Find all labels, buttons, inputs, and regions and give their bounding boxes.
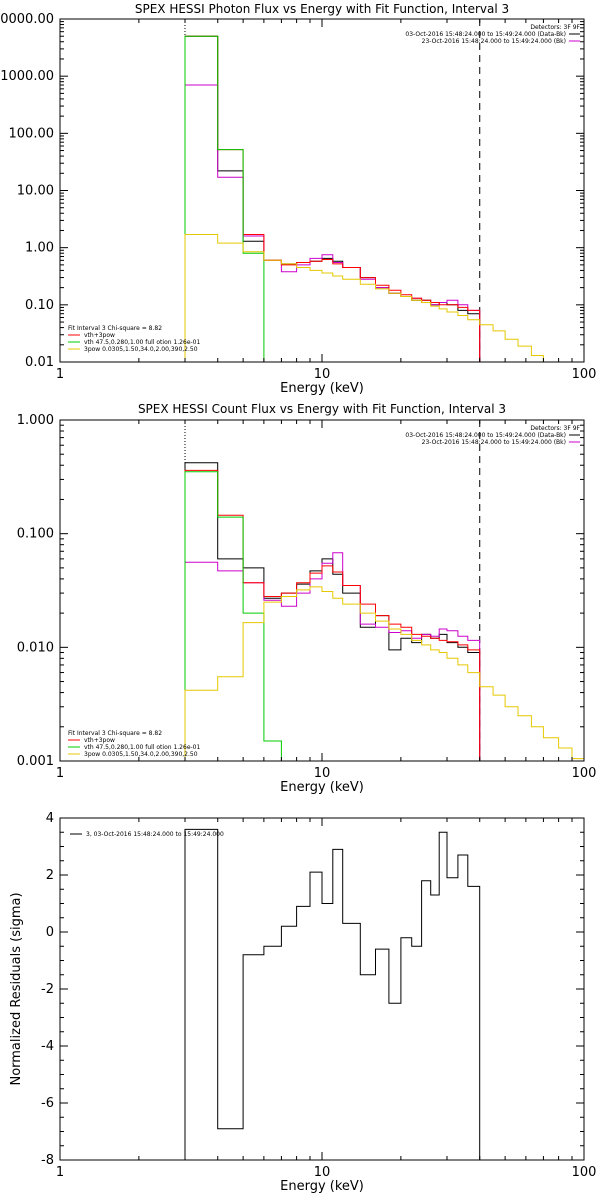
x-tick-label: 10 <box>314 1165 331 1180</box>
legend-bottom-entry: vth+3pow <box>84 737 115 744</box>
legend-bottom-entry: vth+3pow <box>84 332 115 339</box>
series-3-line <box>184 35 298 362</box>
y-tick-label: 1000.00 <box>0 69 54 84</box>
legend-entry: 3, 03-Oct-2016 15:48:24.000 to 15:49:24.… <box>86 831 224 838</box>
x-tick-label: 10 <box>314 367 331 382</box>
x-tick-label: 1 <box>56 766 64 781</box>
legend-bottom-entry: 3pow 0.0305,1.50,34.0,2.00,390,2.50 <box>84 751 198 758</box>
y-tick-label: 0000.00 <box>0 12 54 27</box>
series-1-line <box>184 552 481 761</box>
chart-title: SPEX HESSI Count Flux vs Energy with Fit… <box>138 402 506 416</box>
x-axis-label: Energy (keV) <box>280 381 364 396</box>
y-tick-label: 0.001 <box>17 754 54 769</box>
y-tick-label: -8 <box>41 1153 54 1168</box>
y-tick-label: 2 <box>46 868 54 883</box>
x-tick-label: 1 <box>56 367 64 382</box>
y-tick-label: 10.00 <box>17 184 54 199</box>
series-2-line <box>184 469 481 761</box>
data-layer <box>184 420 584 761</box>
data-layer <box>184 828 481 1160</box>
legend-bottom-entry: 3pow 0.0305,1.50,34.0,2.00,390,2.50 <box>84 346 198 353</box>
y-tick-label: 0.010 <box>17 640 54 655</box>
legend-bottom-entry: vth 47.5,0.280,1.00 full otion 1.26e-01 <box>84 339 200 346</box>
x-tick-label: 100 <box>572 766 597 781</box>
series-1-line <box>184 84 481 362</box>
data-layer <box>184 19 560 362</box>
y-tick-label: 4 <box>46 811 54 826</box>
x-tick-label: 100 <box>572 1165 597 1180</box>
y-tick-label: -2 <box>41 982 54 997</box>
legend-bottom-entry: Fit Interval 3 Chi-square = 8.82 <box>68 730 162 737</box>
x-tick-label: 10 <box>314 766 331 781</box>
count-flux-panel: SPEX HESSI Count Flux vs Energy with Fit… <box>17 402 597 795</box>
legend-top-entry: 03-Oct-2016 15:48:24.000 to 15:49:24.000… <box>405 31 566 38</box>
photon-flux-panel: SPEX HESSI Photon Flux vs Energy with Fi… <box>0 2 596 396</box>
plot-frame <box>59 18 585 363</box>
legend-bottom-entry: vth 47.5,0.280,1.00 full otion 1.26e-01 <box>84 744 200 751</box>
residuals-panel: 1 10 100 Energy (keV) -8 -6 -4 -2 0 2 4 Normalized … <box>9 811 596 1194</box>
y-tick-label: 0 <box>46 925 54 940</box>
x-axis-label: Energy (keV) <box>280 1179 364 1194</box>
series-4-line <box>184 234 560 362</box>
legend-top-entry: Detectors: 3F 9F <box>530 24 580 31</box>
y-tick-label: -4 <box>41 1039 54 1054</box>
y-tick-label: 100.00 <box>9 126 55 141</box>
y-tick-label: 1.000 <box>17 413 54 428</box>
series-3-line <box>184 471 297 761</box>
legend-top-entry: 23-Oct-2016 15:48:24.000 to 15:49:24.000… <box>422 38 566 45</box>
legend-top-entry: Detectors: 3F 9F <box>530 425 580 432</box>
plot-frame <box>59 817 585 1161</box>
x-tick-label: 100 <box>572 367 597 382</box>
y-tick-label: 0.100 <box>17 527 54 542</box>
series-2-line <box>184 35 481 362</box>
x-tick-label: 1 <box>56 1165 64 1180</box>
y-tick-label: 0.10 <box>25 298 54 313</box>
y-tick-label: 1.00 <box>25 241 54 256</box>
legend-top-entry: 03-Oct-2016 15:48:24.000 to 15:49:24.000… <box>405 432 566 439</box>
x-axis-label: Energy (keV) <box>280 780 364 795</box>
series-0-line <box>184 462 481 761</box>
legend-bottom-entry: Fit Interval 3 Chi-square = 8.82 <box>68 325 162 332</box>
y-axis-label: Normalized Residuals (sigma) <box>9 892 24 1085</box>
legend-top-entry: 23-Oct-2016 15:48:24.000 to 15:49:24.000… <box>422 439 566 446</box>
series-4-line <box>184 586 584 761</box>
y-tick-label: 0.01 <box>25 355 54 370</box>
series-0-line <box>184 35 481 362</box>
y-tick-label: -6 <box>41 1096 54 1111</box>
chart-title: SPEX HESSI Photon Flux vs Energy with Fi… <box>135 2 509 16</box>
series-0-line <box>184 828 481 1160</box>
